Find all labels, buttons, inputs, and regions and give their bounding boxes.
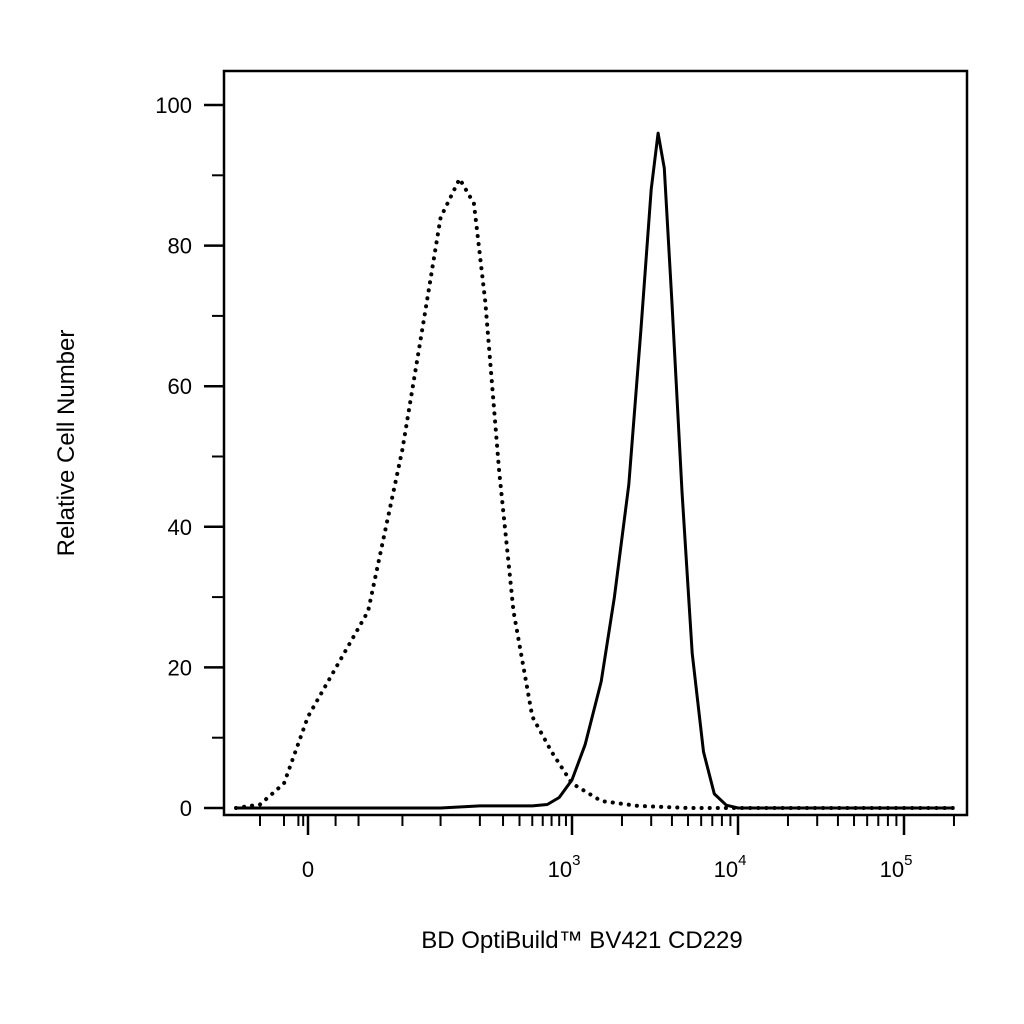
y-tick-label: 40 bbox=[168, 515, 192, 540]
y-tick-label: 60 bbox=[168, 374, 192, 399]
x-tick-label: 0 bbox=[302, 857, 314, 882]
y-axis-title: Relative Cell Number bbox=[53, 330, 80, 557]
x-axis: 0 103 104 105 bbox=[259, 815, 955, 882]
x-tick-label: 105 bbox=[880, 852, 913, 882]
x-axis-title: BD OptiBuild™ BV421 CD229 bbox=[421, 927, 743, 954]
series-layer bbox=[234, 131, 956, 810]
series-solid-histogram bbox=[236, 131, 954, 810]
y-tick-label: 20 bbox=[168, 655, 192, 680]
x-tick-label: 103 bbox=[548, 852, 581, 882]
y-tick-label: 0 bbox=[180, 796, 192, 821]
y-tick-label: 100 bbox=[155, 93, 192, 118]
series-dotted-histogram bbox=[234, 176, 956, 810]
plot-frame bbox=[222, 69, 969, 817]
x-tick-label: 104 bbox=[714, 852, 747, 882]
y-tick-label: 80 bbox=[168, 234, 192, 259]
y-axis: 0 20 40 60 80 100 bbox=[155, 93, 224, 821]
